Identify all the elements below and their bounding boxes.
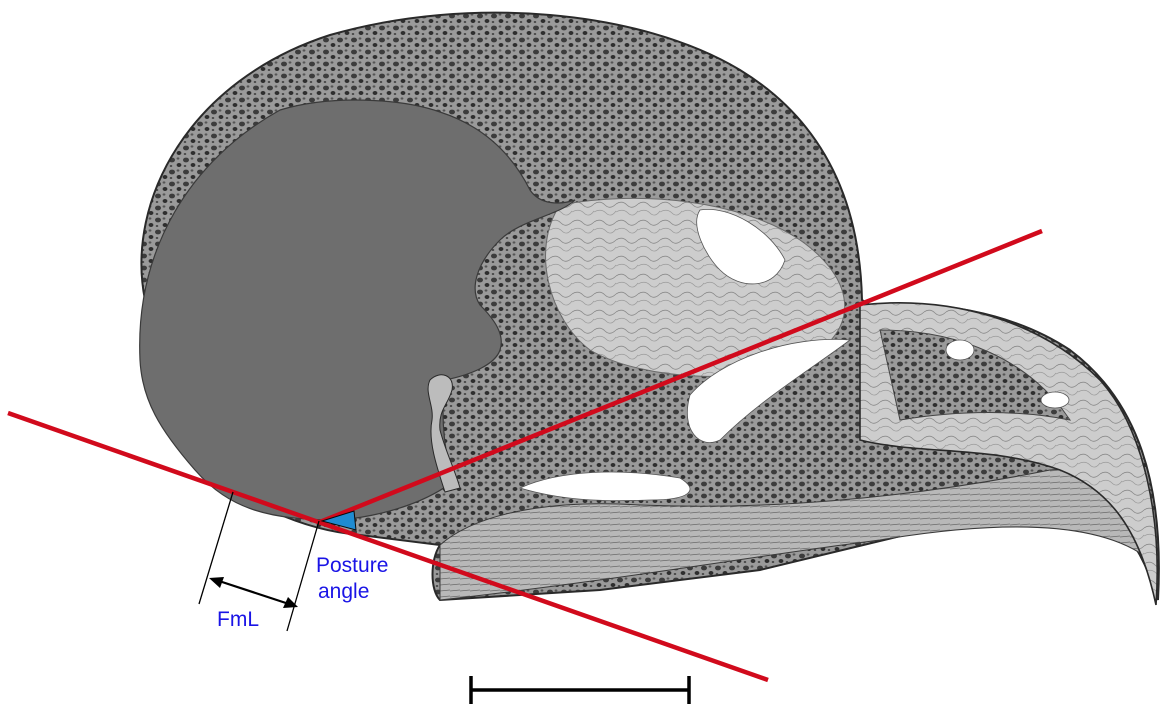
fml-measure xyxy=(198,491,320,632)
void-upper xyxy=(696,208,786,285)
void-mid xyxy=(686,338,852,443)
reference-line-1 xyxy=(7,410,769,683)
reference-line-2 xyxy=(319,228,1043,525)
fml-arrowhead-left xyxy=(209,577,224,588)
posture-angle-label-line1: Posture xyxy=(316,554,388,577)
fml-extension-left xyxy=(198,491,234,605)
fml-extension-right xyxy=(286,520,320,632)
posture-angle-label-line2: angle xyxy=(318,580,369,603)
skull-cross-section xyxy=(139,11,1160,606)
void-beak xyxy=(945,339,975,361)
fml-arrow xyxy=(215,578,293,607)
posture-angle-wedge xyxy=(320,510,357,531)
scale-bar xyxy=(469,676,691,704)
beak-inner xyxy=(879,329,1072,421)
void-beak-2 xyxy=(1040,391,1070,409)
fml-label: FmL xyxy=(217,608,259,631)
fml-arrowhead-right xyxy=(283,597,298,608)
void-lower xyxy=(518,471,691,502)
